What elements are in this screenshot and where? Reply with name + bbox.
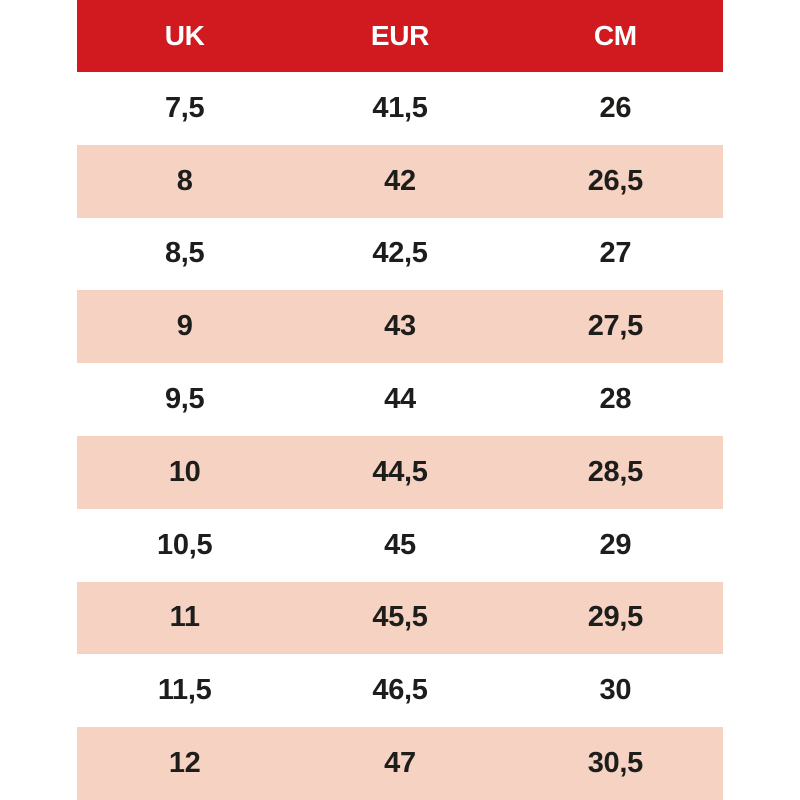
cell-cm: 28,5 [587, 455, 644, 488]
size-conversion-table: UK EUR CM 7,5 41,5 26 8 42 26,5 8,5 42,5… [77, 0, 723, 800]
cell-uk: 10 [168, 455, 201, 488]
column-header-cm: CM [593, 20, 637, 51]
cell-uk: 8,5 [164, 237, 205, 270]
column-header-uk: UK [164, 20, 205, 51]
cell-uk: 9 [176, 310, 193, 343]
table-row: 7,5 41,5 26 [77, 72, 723, 145]
cell-cm: 29 [599, 528, 632, 561]
table-row: 8,5 42,5 27 [77, 217, 723, 291]
cell-eur: 41,5 [372, 91, 428, 124]
table-row: 10,5 45 29 [77, 508, 723, 582]
table-row: 9,5 44 28 [77, 363, 723, 436]
cell-eur: 45,5 [372, 601, 428, 634]
cell-cm: 29,5 [587, 601, 644, 634]
cell-eur: 42,5 [372, 237, 428, 270]
cell-cm: 30,5 [587, 747, 644, 780]
cell-eur: 43 [384, 310, 416, 343]
cell-eur: 46,5 [372, 674, 428, 707]
cell-uk: 11 [169, 601, 200, 634]
cell-eur: 44,5 [372, 455, 428, 488]
column-header-eur: EUR [370, 20, 430, 51]
cell-eur: 45 [384, 528, 416, 561]
cell-eur: 42 [384, 164, 416, 197]
cell-cm: 26,5 [587, 164, 644, 197]
table-row: 9 43 27,5 [77, 290, 723, 364]
cell-uk: 9,5 [164, 383, 205, 416]
table-row: 10 44,5 28,5 [77, 435, 723, 509]
cell-uk: 7,5 [164, 91, 205, 124]
cell-uk: 10,5 [157, 528, 213, 561]
table-row: 12 47 30,5 [77, 727, 723, 800]
table-header-row: UK EUR CM [77, 0, 723, 72]
cell-uk: 8 [176, 164, 193, 197]
cell-cm: 27 [599, 237, 632, 270]
table-row: 11,5 46,5 30 [77, 654, 723, 728]
cell-uk: 11,5 [157, 674, 212, 707]
table-row: 8 42 26,5 [77, 144, 723, 218]
cell-uk: 12 [168, 747, 201, 780]
cell-cm: 30 [599, 674, 632, 707]
cell-cm: 27,5 [587, 310, 644, 343]
cell-eur: 47 [384, 747, 416, 780]
table-row: 11 45,5 29,5 [77, 581, 723, 655]
cell-cm: 28 [599, 383, 632, 416]
cell-cm: 26 [599, 91, 632, 124]
cell-eur: 44 [384, 383, 416, 416]
